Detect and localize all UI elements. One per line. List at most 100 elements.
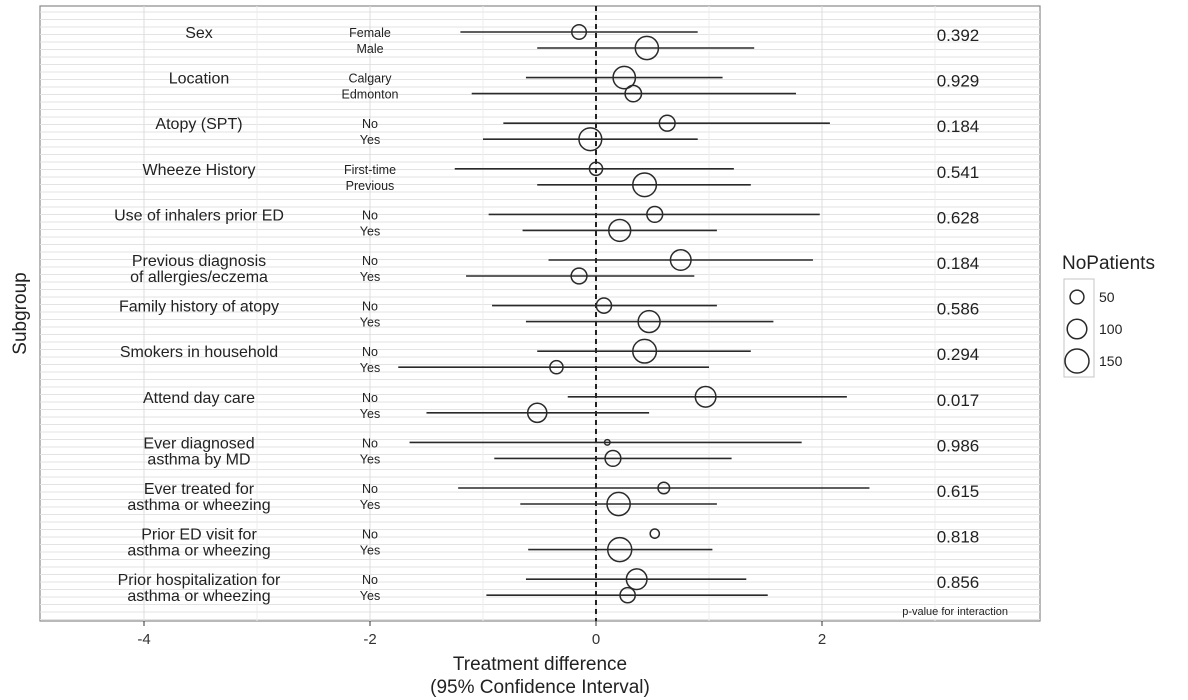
data-marks [398, 23, 870, 604]
estimate-point [632, 338, 658, 364]
estimate-point [606, 491, 631, 517]
level-label: Yes [360, 270, 380, 284]
subgroup-label-line: asthma or wheezing [127, 543, 270, 560]
subgroup-label: Atopy (SPT) [155, 116, 242, 133]
p-value-label: 0.586 [937, 300, 980, 319]
level-label: No [362, 300, 378, 314]
estimate-point [657, 481, 671, 495]
level-label: No [362, 436, 378, 450]
p-value-note: p-value for interaction [902, 606, 1008, 618]
estimate-point [603, 438, 611, 446]
estimate-point [632, 172, 658, 198]
estimate-point [624, 84, 643, 103]
subgroup-label-line: Ever diagnosed [143, 435, 254, 452]
subgroup-label-line: Prior ED visit for [141, 527, 257, 544]
p-value-label: 0.294 [937, 345, 980, 364]
level-label: No [362, 208, 378, 222]
level-label: Yes [360, 544, 380, 558]
level-label: First-time [344, 163, 396, 177]
p-value-label: 0.929 [937, 72, 980, 91]
p-value-label: 0.615 [937, 482, 980, 501]
estimate-point [526, 402, 548, 424]
p-value-label: 0.986 [937, 436, 980, 455]
p-value-label: 0.856 [937, 573, 980, 592]
p-value-label: 0.392 [937, 26, 980, 45]
estimate-point [612, 65, 637, 90]
x-axis-title-line1: Treatment difference [453, 654, 627, 675]
estimate-point [649, 528, 661, 539]
p-value-label: 0.541 [937, 163, 980, 182]
level-label: No [362, 573, 378, 587]
legend-key-circle [1064, 348, 1090, 374]
level-label: Yes [360, 452, 380, 466]
plot-panel [39, 5, 1041, 622]
estimate-point [570, 267, 588, 285]
estimate-point [625, 568, 648, 591]
subgroup-label: Location [169, 71, 230, 88]
legend-entry-label: 100 [1099, 321, 1123, 337]
legend: NoPatients 50 100 150 [1062, 253, 1155, 378]
level-label: No [362, 391, 378, 405]
estimate-point [694, 385, 717, 408]
p-value-label: 0.184 [937, 117, 980, 136]
x-axis-title-line2: (95% Confidence Interval) [430, 677, 650, 698]
p-value-label: 0.818 [937, 528, 980, 547]
estimate-point [595, 297, 613, 314]
level-label: Yes [360, 589, 380, 603]
legend-key-circle [1069, 289, 1085, 305]
subgroup-label-line: asthma or wheezing [127, 588, 270, 605]
subgroup-label-line: asthma or wheezing [127, 497, 270, 514]
legend-entry-label: 50 [1099, 289, 1115, 305]
estimate-point [571, 23, 588, 41]
subgroup-label: Sex [185, 25, 213, 42]
subgroup-label: Attend day care [143, 390, 255, 407]
subgroup-label-line: Ever treated for [144, 481, 255, 498]
legend-entry-label: 150 [1099, 353, 1123, 369]
p-value-label: 0.628 [937, 208, 980, 227]
grid-lines [40, 6, 1040, 621]
estimate-point [619, 586, 636, 604]
level-label: No [362, 254, 378, 268]
x-axis: -4 -2 0 2 [137, 621, 826, 648]
x-tick-label: 2 [818, 631, 826, 648]
p-value-label: 0.184 [937, 254, 980, 273]
level-label: Yes [360, 133, 380, 147]
estimate-point [669, 248, 692, 272]
subgroup-label: Smokers in household [120, 344, 278, 361]
legend-key-circle [1066, 318, 1088, 340]
estimate-point [549, 359, 564, 375]
panel-border [39, 5, 1041, 622]
level-label: Female [349, 26, 391, 40]
level-label: No [362, 345, 378, 359]
estimate-point [646, 205, 664, 224]
subgroup-labels: Sex 0.392 Female Male Location 0.929 Calgary Ed… [114, 25, 979, 605]
subgroup-label: Wheeze History [143, 162, 256, 179]
subgroup-label-line: Previous diagnosis [132, 253, 266, 270]
estimate-point [578, 127, 603, 152]
level-label: Yes [360, 316, 380, 330]
level-label: Calgary [348, 72, 392, 86]
estimate-point [637, 309, 661, 334]
level-label: Yes [360, 224, 380, 238]
legend-title: NoPatients [1062, 253, 1155, 274]
estimate-point [608, 218, 632, 243]
estimate-point [588, 161, 604, 177]
estimate-point [604, 449, 622, 468]
estimate-point [658, 114, 676, 132]
level-label: Yes [360, 407, 380, 421]
level-label: No [362, 528, 378, 542]
estimate-point [606, 536, 633, 563]
level-label: No [362, 117, 378, 131]
level-label: Previous [346, 179, 395, 193]
x-tick-label: 0 [592, 631, 600, 648]
x-tick-label: -4 [137, 631, 150, 648]
subgroup-label-line: Prior hospitalization for [118, 572, 281, 589]
level-label: Yes [360, 498, 380, 512]
subgroup-label: Use of inhalers prior ED [114, 207, 284, 224]
estimate-point [634, 35, 660, 61]
subgroup-label-line: asthma by MD [147, 451, 250, 468]
p-value-label: 0.017 [937, 391, 980, 410]
subgroup-label: Family history of atopy [119, 299, 279, 316]
level-label: Male [356, 42, 383, 56]
